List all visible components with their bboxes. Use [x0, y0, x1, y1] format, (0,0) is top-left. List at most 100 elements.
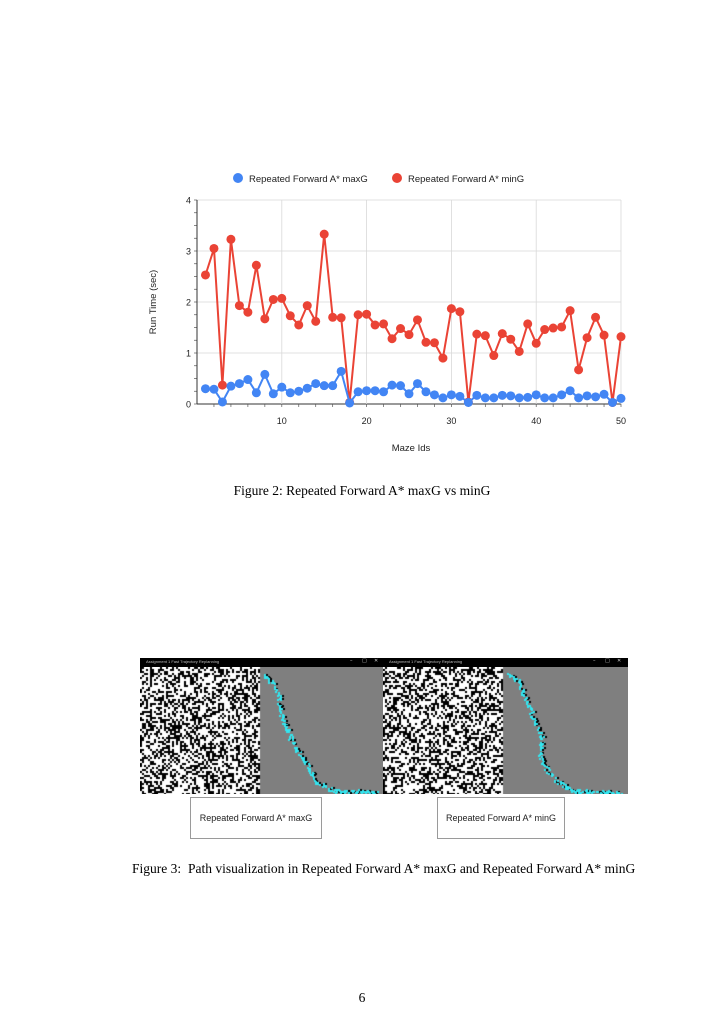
- data-point: [438, 393, 448, 403]
- panel-label-maxg: Repeated Forward A* maxG: [190, 797, 322, 839]
- data-point: [540, 393, 550, 403]
- run-time-chart-svg: Repeated Forward A* maxG Repeated Forwar…: [148, 173, 626, 454]
- data-point: [489, 351, 499, 361]
- data-point: [497, 329, 507, 339]
- data-point: [599, 389, 609, 399]
- data-point: [362, 386, 372, 396]
- data-point: [565, 306, 575, 316]
- data-point: [251, 388, 261, 398]
- data-point: [217, 380, 227, 390]
- panel-label-ming: Repeated Forward A* minG: [437, 797, 565, 839]
- data-point: [353, 310, 363, 320]
- data-point: [455, 307, 465, 317]
- data-point: [421, 387, 431, 397]
- data-point: [463, 397, 473, 407]
- data-point: [285, 388, 295, 398]
- data-point: [370, 386, 380, 396]
- legend-marker-ming: [392, 173, 402, 183]
- data-point: [285, 311, 295, 321]
- data-point: [574, 365, 584, 375]
- data-point: [429, 390, 439, 400]
- data-point: [591, 312, 601, 322]
- data-point: [472, 329, 482, 339]
- data-point: [234, 301, 244, 311]
- x-tick-label: 30: [446, 416, 456, 426]
- maximize-icon[interactable]: □: [605, 658, 610, 664]
- x-tick-label: 50: [616, 416, 626, 426]
- data-point: [200, 270, 210, 280]
- x-tick-label: 40: [531, 416, 541, 426]
- figure-2-chart: Repeated Forward A* maxG Repeated Forwar…: [140, 165, 630, 465]
- data-point: [234, 379, 244, 389]
- data-point: [404, 389, 414, 399]
- data-point: [480, 331, 490, 341]
- data-point: [591, 392, 601, 402]
- data-point: [362, 309, 372, 319]
- data-point: [251, 260, 261, 270]
- legend-marker-maxg: [233, 173, 243, 183]
- data-point: [599, 330, 609, 340]
- y-tick-label: 0: [186, 400, 191, 410]
- window-titlebar: Assignment 1 Fast Trajectory Replanning …: [383, 658, 628, 667]
- data-point: [336, 313, 346, 323]
- data-point: [506, 334, 516, 344]
- data-point: [294, 386, 304, 396]
- chart-series: [200, 229, 626, 408]
- y-axis-label: Run Time (sec): [148, 270, 159, 334]
- data-point: [311, 316, 321, 326]
- maze-grid-maxg: [140, 667, 385, 794]
- data-point: [523, 392, 533, 402]
- window-title: Assignment 1 Fast Trajectory Replanning: [146, 659, 220, 664]
- maze-window-maxg: Assignment 1 Fast Trajectory Replanning …: [140, 658, 385, 794]
- minimize-icon[interactable]: –: [593, 658, 596, 664]
- close-icon[interactable]: ✕: [617, 658, 622, 664]
- data-point: [302, 301, 312, 311]
- data-point: [497, 390, 507, 400]
- data-point: [548, 393, 558, 403]
- data-point: [268, 294, 278, 304]
- data-point: [268, 389, 278, 399]
- data-point: [412, 315, 422, 325]
- data-point: [243, 375, 253, 385]
- maximize-icon[interactable]: □: [362, 658, 367, 664]
- data-point: [608, 397, 618, 407]
- data-point: [412, 379, 422, 389]
- chart-axes: 0 1 2 3 4 10 20 30 40 50: [186, 196, 626, 427]
- data-point: [226, 381, 236, 391]
- data-point: [582, 333, 592, 343]
- close-icon[interactable]: ✕: [374, 658, 379, 664]
- y-tick-label: 2: [186, 298, 191, 308]
- x-axis-label: Maze Ids: [392, 443, 431, 454]
- data-point: [260, 369, 270, 379]
- data-point: [396, 381, 406, 391]
- data-point: [421, 337, 431, 347]
- data-point: [379, 319, 389, 329]
- maze-window-ming: Assignment 1 Fast Trajectory Replanning …: [383, 658, 628, 794]
- chart-legend: Repeated Forward A* maxG Repeated Forwar…: [233, 173, 524, 185]
- data-point: [582, 391, 592, 401]
- data-point: [209, 384, 219, 394]
- window-titlebar: Assignment 1 Fast Trajectory Replanning …: [140, 658, 385, 667]
- data-point: [319, 381, 329, 391]
- data-point: [506, 391, 516, 401]
- minimize-icon[interactable]: –: [350, 658, 353, 664]
- data-point: [319, 229, 329, 239]
- data-point: [396, 324, 406, 334]
- data-point: [531, 390, 541, 400]
- data-point: [277, 293, 287, 303]
- legend-label-ming: Repeated Forward A* minG: [408, 174, 524, 185]
- data-point: [574, 393, 584, 403]
- y-tick-label: 3: [186, 247, 191, 257]
- data-point: [302, 383, 312, 393]
- data-point: [328, 312, 338, 322]
- data-point: [226, 234, 236, 244]
- data-point: [557, 322, 567, 332]
- figure-3-number: Figure 3:: [132, 861, 182, 876]
- data-point: [565, 386, 575, 396]
- y-tick-label: 4: [186, 196, 191, 206]
- data-point: [514, 393, 524, 403]
- data-point: [616, 332, 626, 342]
- data-point: [345, 398, 355, 408]
- data-point: [209, 243, 219, 253]
- data-point: [311, 379, 321, 389]
